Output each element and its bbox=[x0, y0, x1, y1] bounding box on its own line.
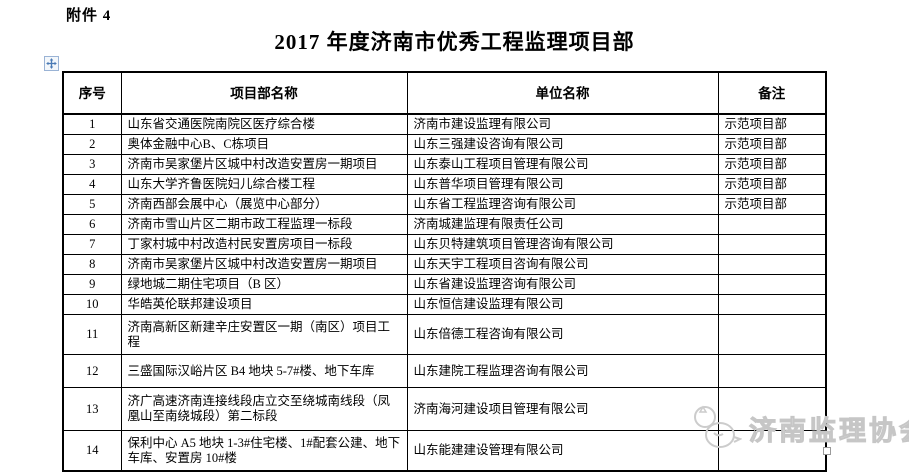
attachment-label: 附件 4 bbox=[66, 8, 112, 24]
cell-remark: 示范项目部 bbox=[717, 194, 827, 215]
cell-remark bbox=[717, 214, 827, 235]
table-row: 4 山东大学齐鲁医院妇儿综合楼工程 山东普华项目管理有限公司 示范项目部 bbox=[62, 174, 827, 195]
table-row: 5 济南西部会展中心（展览中心部分） 山东省工程监理咨询有限公司 示范项目部 bbox=[62, 194, 827, 215]
cell-company-name: 山东省建设监理咨询有限公司 bbox=[406, 274, 719, 295]
table-row: 2 奥体金融中心B、C栋项目 山东三强建设咨询有限公司 示范项目部 bbox=[62, 134, 827, 155]
cell-project-name: 华皓英伦联邦建设项目 bbox=[120, 294, 408, 315]
table-row: 7 丁家村城中村改造村民安置房项目一标段 山东贝特建筑项目管理咨询有限公司 bbox=[62, 234, 827, 255]
cell-remark bbox=[717, 254, 827, 275]
cell-remark bbox=[717, 430, 827, 472]
cell-project-name: 三盛国际汉峪片区 B4 地块 5-7#楼、地下车库 bbox=[120, 354, 408, 388]
cell-project-name: 山东省交通医院南院区医疗综合楼 bbox=[120, 113, 408, 135]
cell-project-name: 济南西部会展中心（展览中心部分） bbox=[120, 194, 408, 215]
cell-company-name: 山东普华项目管理有限公司 bbox=[406, 174, 719, 195]
cell-remark bbox=[717, 314, 827, 355]
cell-remark: 示范项目部 bbox=[717, 134, 827, 155]
cell-seq: 13 bbox=[62, 387, 122, 431]
cell-company-name: 山东省工程监理咨询有限公司 bbox=[406, 194, 719, 215]
table-row: 12 三盛国际汉峪片区 B4 地块 5-7#楼、地下车库 山东建院工程监理咨询有… bbox=[62, 354, 827, 388]
cell-remark: 示范项目部 bbox=[717, 113, 827, 135]
cell-company-name: 山东倍德工程咨询有限公司 bbox=[406, 314, 719, 355]
cell-seq: 14 bbox=[62, 430, 122, 472]
table-row: 11 济南高新区新建辛庄安置区一期（南区）项目工程 山东倍德工程咨询有限公司 bbox=[62, 314, 827, 355]
cell-remark bbox=[717, 234, 827, 255]
table-row: 10 华皓英伦联邦建设项目 山东恒信建设监理有限公司 bbox=[62, 294, 827, 315]
cell-seq: 1 bbox=[62, 113, 122, 135]
cell-seq: 11 bbox=[62, 314, 122, 355]
cell-company-name: 济南市建设监理有限公司 bbox=[406, 113, 719, 135]
table-row: 14 保利中心 A5 地块 1-3#住宅楼、1#配套公建、地下车库、安置房 10… bbox=[62, 430, 827, 472]
cell-company-name: 山东天宇工程项目咨询有限公司 bbox=[406, 254, 719, 275]
table-row: 6 济南市雪山片区二期市政工程监理一标段 济南城建监理有限责任公司 bbox=[62, 214, 827, 235]
header-remark: 备注 bbox=[717, 71, 827, 115]
table-row: 8 济南市吴家堡片区城中村改造安置房一期项目 山东天宇工程项目咨询有限公司 bbox=[62, 254, 827, 275]
cell-company-name: 山东三强建设咨询有限公司 bbox=[406, 134, 719, 155]
cell-project-name: 山东大学齐鲁医院妇儿综合楼工程 bbox=[120, 174, 408, 195]
header-project-name: 项目部名称 bbox=[120, 71, 408, 115]
cell-company-name: 山东能建建设管理有限公司 bbox=[406, 430, 719, 472]
table-row: 1 山东省交通医院南院区医疗综合楼 济南市建设监理有限公司 示范项目部 bbox=[62, 113, 827, 135]
table-resize-handle[interactable] bbox=[823, 447, 831, 455]
table-row: 3 济南市吴家堡片区城中村改造安置房一期项目 山东泰山工程项目管理有限公司 示范… bbox=[62, 154, 827, 175]
cell-project-name: 济南市吴家堡片区城中村改造安置房一期项目 bbox=[120, 254, 408, 275]
cell-project-name: 济南高新区新建辛庄安置区一期（南区）项目工程 bbox=[120, 314, 408, 355]
cell-seq: 7 bbox=[62, 234, 122, 255]
header-company-name: 单位名称 bbox=[406, 71, 719, 115]
cell-company-name: 山东恒信建设监理有限公司 bbox=[406, 294, 719, 315]
cell-remark: 示范项目部 bbox=[717, 154, 827, 175]
cell-seq: 9 bbox=[62, 274, 122, 295]
header-seq: 序号 bbox=[62, 71, 122, 115]
cell-company-name: 济南海河建设项目管理有限公司 bbox=[406, 387, 719, 431]
page-title: 2017 年度济南市优秀工程监理项目部 bbox=[274, 30, 635, 54]
cell-remark: 示范项目部 bbox=[717, 174, 827, 195]
cell-company-name: 山东建院工程监理咨询有限公司 bbox=[406, 354, 719, 388]
four-way-arrow-icon bbox=[46, 58, 57, 69]
cell-company-name: 济南城建监理有限责任公司 bbox=[406, 214, 719, 235]
cell-seq: 5 bbox=[62, 194, 122, 215]
cell-project-name: 保利中心 A5 地块 1-3#住宅楼、1#配套公建、地下车库、安置房 10#楼 bbox=[120, 430, 408, 472]
table-move-handle[interactable] bbox=[44, 56, 59, 71]
cell-project-name: 济广高速济南连接线段店立交至绕城南线段（凤凰山至南绕城段）第二标段 bbox=[120, 387, 408, 431]
cell-seq: 3 bbox=[62, 154, 122, 175]
cell-project-name: 济南市吴家堡片区城中村改造安置房一期项目 bbox=[120, 154, 408, 175]
cell-company-name: 山东贝特建筑项目管理咨询有限公司 bbox=[406, 234, 719, 255]
cell-project-name: 绿地城二期住宅项目（B 区） bbox=[120, 274, 408, 295]
cell-seq: 2 bbox=[62, 134, 122, 155]
awards-table: 序号 项目部名称 单位名称 备注 1 山东省交通医院南院区医疗综合楼 济南市建设… bbox=[62, 71, 827, 472]
cell-seq: 4 bbox=[62, 174, 122, 195]
cell-project-name: 奥体金融中心B、C栋项目 bbox=[120, 134, 408, 155]
cell-seq: 6 bbox=[62, 214, 122, 235]
cell-seq: 10 bbox=[62, 294, 122, 315]
cell-project-name: 济南市雪山片区二期市政工程监理一标段 bbox=[120, 214, 408, 235]
cell-remark bbox=[717, 274, 827, 295]
cell-remark bbox=[717, 294, 827, 315]
cell-seq: 12 bbox=[62, 354, 122, 388]
cell-project-name: 丁家村城中村改造村民安置房项目一标段 bbox=[120, 234, 408, 255]
table-row: 9 绿地城二期住宅项目（B 区） 山东省建设监理咨询有限公司 bbox=[62, 274, 827, 295]
cell-remark bbox=[717, 387, 827, 431]
cell-remark bbox=[717, 354, 827, 388]
cell-seq: 8 bbox=[62, 254, 122, 275]
cell-company-name: 山东泰山工程项目管理有限公司 bbox=[406, 154, 719, 175]
table-header-row: 序号 项目部名称 单位名称 备注 bbox=[62, 71, 827, 115]
table-row: 13 济广高速济南连接线段店立交至绕城南线段（凤凰山至南绕城段）第二标段 济南海… bbox=[62, 387, 827, 431]
